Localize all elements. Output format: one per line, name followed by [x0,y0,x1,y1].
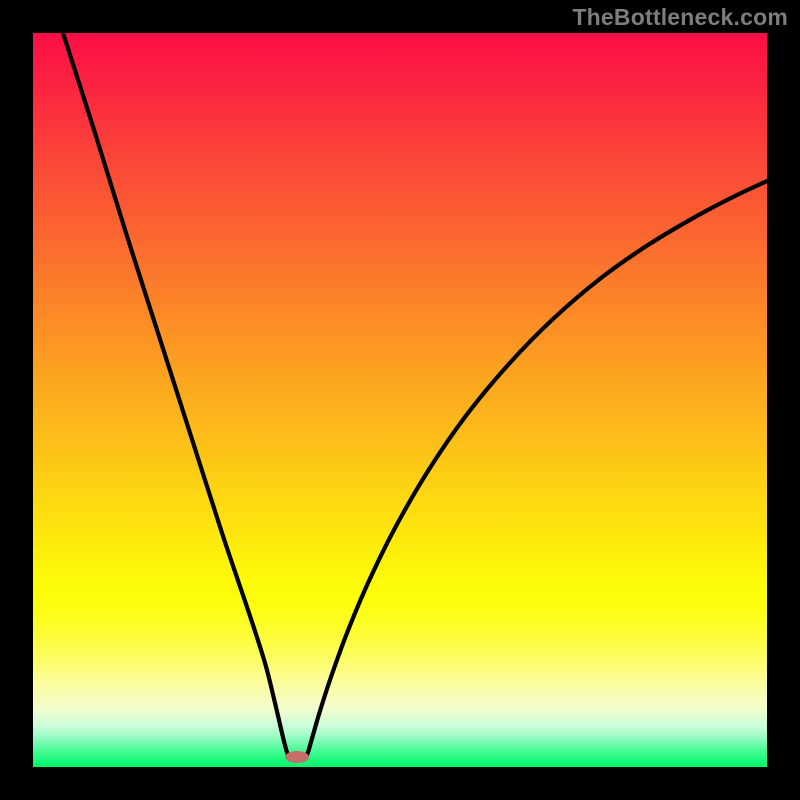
vertex-marker [285,751,309,763]
plot-area [33,33,767,767]
watermark-text: TheBottleneck.com [572,4,788,31]
chart-frame: TheBottleneck.com [0,0,800,800]
curve-left-branch [63,33,288,755]
curve-right-branch [307,181,767,755]
bottleneck-curve [33,33,767,767]
